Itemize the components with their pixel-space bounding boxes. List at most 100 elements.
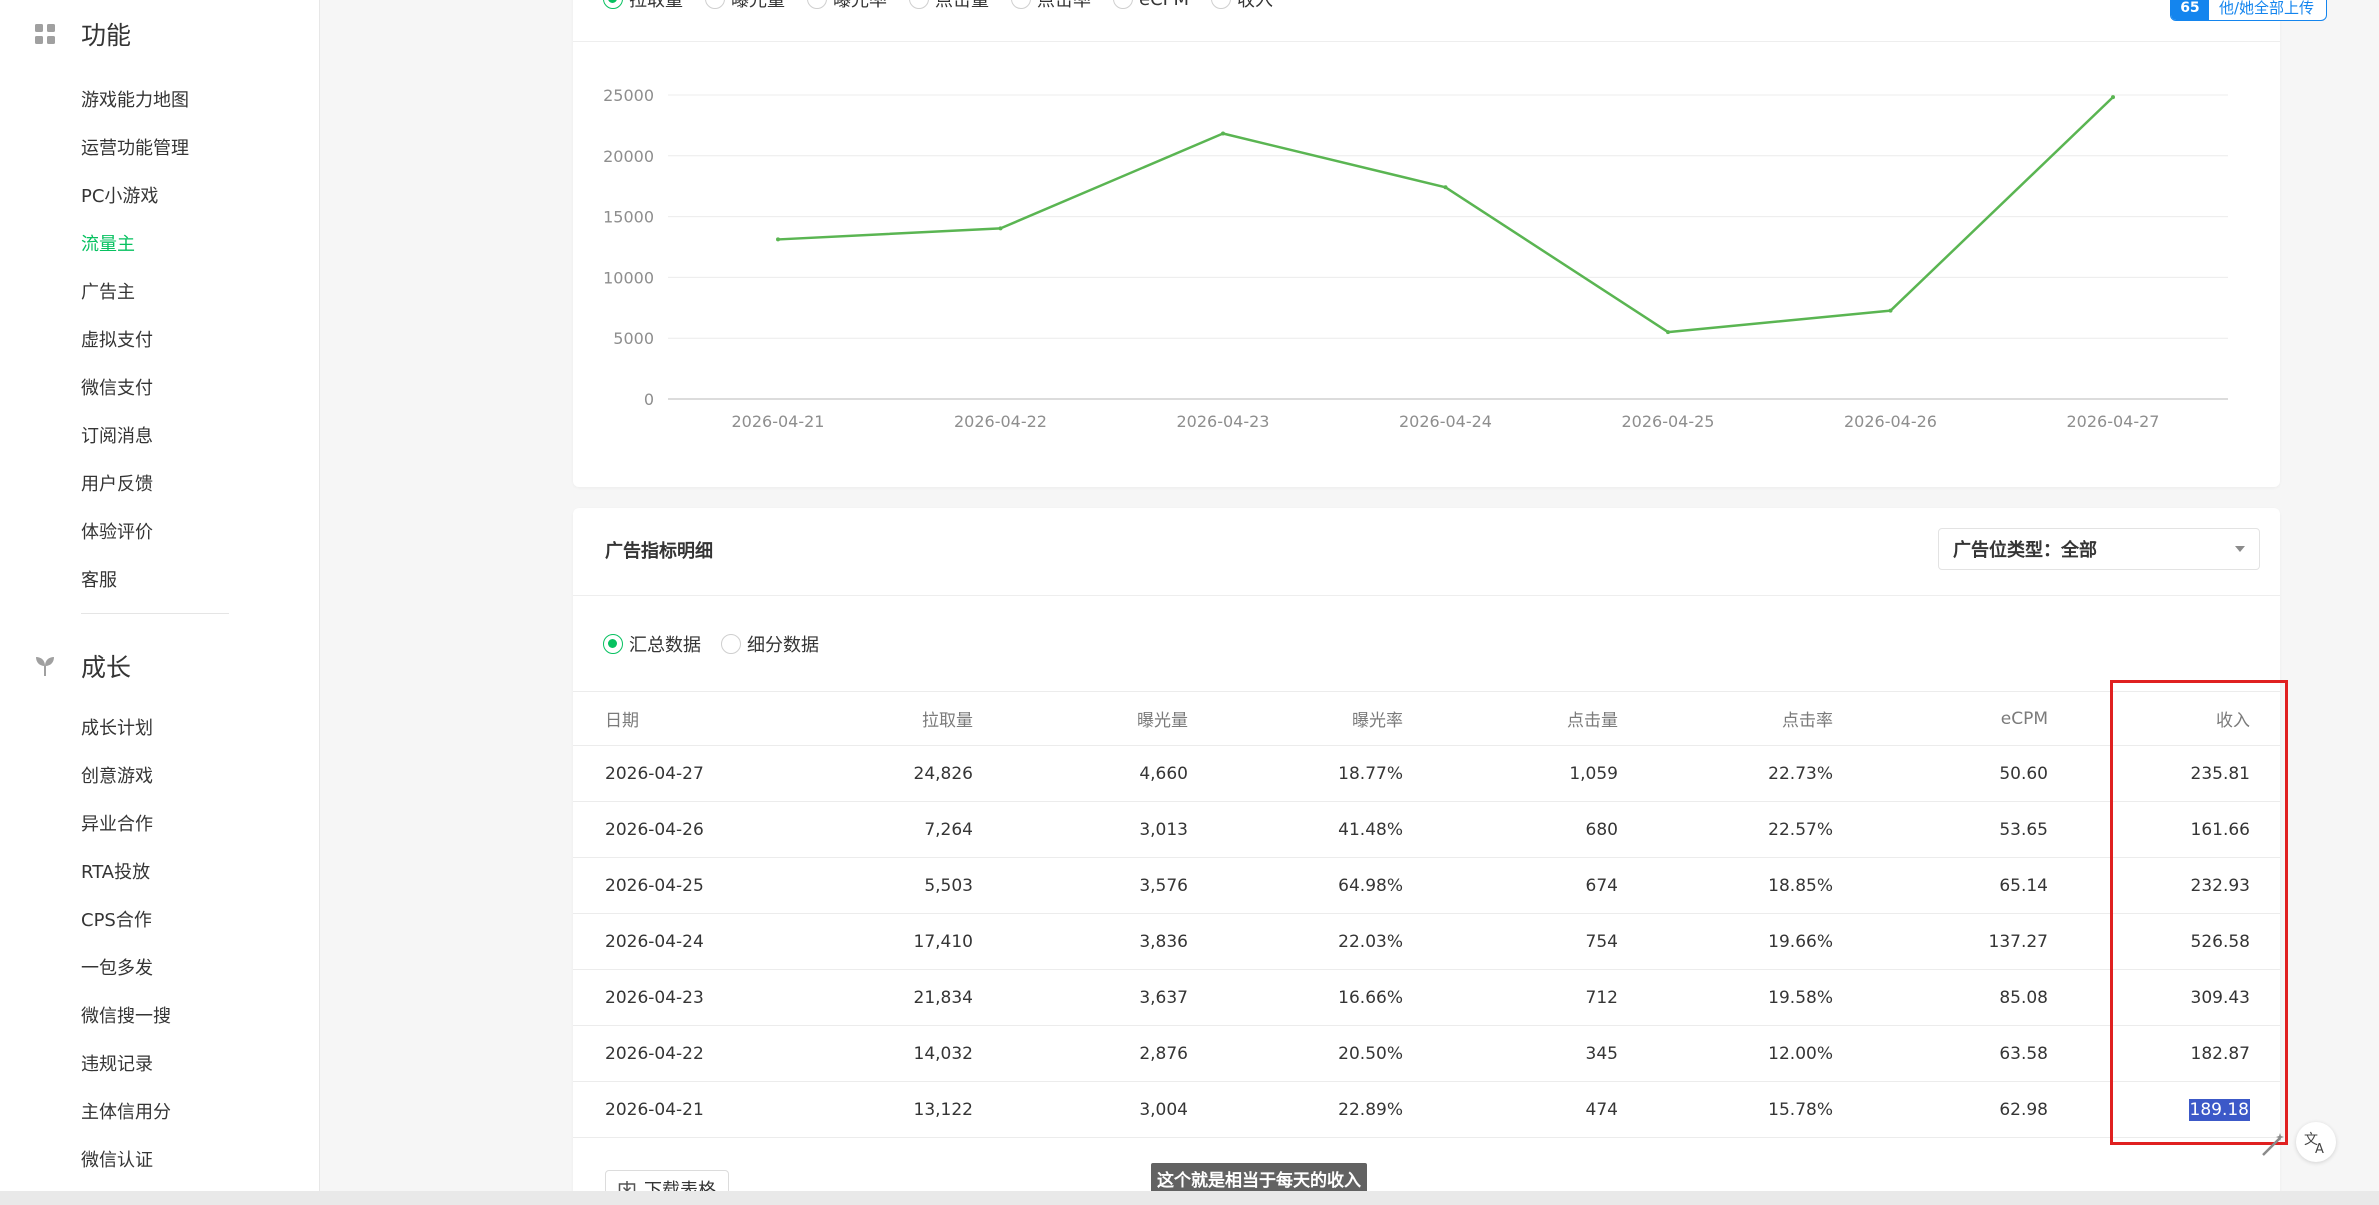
sidebar-item[interactable]: 微信支付 [81, 378, 153, 399]
sidebar-group-title: 成长 [81, 653, 132, 682]
table-cell: 3,637 [1003, 969, 1218, 1026]
sidebar-item[interactable]: 体验评价 [81, 522, 153, 543]
metric-radio-label: 曝光量 [731, 0, 785, 11]
table-cell: 22.89% [1218, 1081, 1433, 1138]
x-tick-label: 2026-04-25 [1622, 412, 1715, 431]
sidebar-item[interactable]: 运营功能管理 [81, 138, 189, 159]
table-cell: 137.27 [1863, 913, 2078, 970]
table-cell: 62.98 [1863, 1081, 2078, 1138]
table-body: 2026-04-27 24,826 4,660 18.77% 1,059 22.73% 50… [573, 745, 2280, 1138]
data-point[interactable] [1443, 185, 1448, 190]
ad-metrics-card: 广告指标明细 广告位类型：全部 汇总数据 细分数据 日期 拉取量 曝光量 曝光率 点击量点… [573, 508, 2280, 1205]
column-header: eCPM [1863, 691, 2078, 746]
sidebar-item[interactable]: 一包多发 [81, 958, 153, 979]
data-point[interactable] [1221, 131, 1225, 136]
sidebar-item[interactable]: 游戏能力地图 [81, 90, 189, 111]
table-cell: 7,264 [788, 801, 1003, 858]
upload-all-button[interactable]: 65 他/她全部上传 [2169, 0, 2327, 21]
data-point[interactable] [776, 237, 780, 242]
sidebar-item[interactable]: CPS合作 [81, 910, 152, 931]
table-cell: 12.00% [1648, 1025, 1863, 1082]
column-header: 拉取量 [788, 691, 1003, 746]
table-cell: 3,576 [1003, 857, 1218, 914]
sidebar-item[interactable]: 虚拟支付 [81, 330, 153, 351]
sidebar-item[interactable]: 微信搜一搜 [81, 1006, 171, 1027]
table-cell: 64.98% [1218, 857, 1433, 914]
y-tick-label: 5000 [613, 329, 654, 348]
table-cell: 63.58 [1863, 1025, 2078, 1082]
table-cell: 680 [1433, 801, 1648, 858]
table-cell: 22.73% [1648, 745, 1863, 802]
data-point[interactable] [2111, 95, 2115, 100]
table-row: 2026-04-26 7,264 3,013 41.48% 680 22.57% 53.65… [573, 801, 2280, 858]
caret-down-icon [2235, 546, 2245, 552]
view-radio-label: 细分数据 [747, 635, 819, 656]
table-cell: 19.66% [1648, 913, 1863, 970]
ad-slot-type-select[interactable]: 广告位类型：全部 [1938, 528, 2260, 570]
sidebar-group-features[interactable]: 功能 [33, 16, 131, 52]
count-badge: 65 [2170, 0, 2209, 20]
table-cell: 2026-04-25 [573, 857, 788, 914]
table-cell: 22.57% [1648, 801, 1863, 858]
sidebar-divider [81, 613, 229, 614]
sidebar-item[interactable]: 主体信用分 [81, 1102, 171, 1123]
sidebar-group-growth[interactable]: 成长 [33, 648, 131, 684]
sidebar-item[interactable]: 创意游戏 [81, 766, 153, 787]
metric-radio[interactable]: 收入 [1211, 0, 1273, 12]
column-header: 点击率 [1648, 691, 1863, 746]
sidebar-item[interactable]: 用户反馈 [81, 474, 153, 495]
table-cell: 85.08 [1863, 969, 2078, 1026]
metric-radio[interactable]: 曝光率 [807, 0, 887, 12]
sidebar-item[interactable]: 异业合作 [81, 814, 153, 835]
sidebar-item[interactable]: 流量主 [81, 234, 135, 255]
sidebar-item[interactable]: 广告主 [81, 282, 135, 303]
view-radio[interactable]: 细分数据 [721, 631, 819, 657]
x-tick-label: 2026-04-23 [1177, 412, 1270, 431]
magic-wand-icon[interactable] [2253, 1125, 2293, 1165]
metric-radio[interactable]: 点击量 [909, 0, 989, 12]
data-point[interactable] [1888, 308, 1893, 313]
x-tick-label: 2026-04-22 [954, 412, 1047, 431]
sidebar-item[interactable]: 微信认证 [81, 1150, 153, 1171]
sprout-icon [33, 654, 57, 678]
table-cell: 50.60 [1863, 745, 2078, 802]
table-cell: 13,122 [788, 1081, 1003, 1138]
card-title: 广告指标明细 [605, 541, 713, 562]
table-cell: 19.58% [1648, 969, 1863, 1026]
sidebar-group-title: 功能 [81, 21, 132, 50]
table-cell: 24,826 [788, 745, 1003, 802]
selected-text: 189.18 [2188, 1098, 2250, 1121]
grid-icon [33, 22, 57, 46]
sidebar-item[interactable]: PC小游戏 [81, 186, 159, 207]
sidebar-item[interactable]: RTA投放 [81, 862, 151, 883]
sidebar-item[interactable]: 成长计划 [81, 718, 153, 739]
data-point[interactable] [998, 226, 1003, 231]
column-header: 日期 [573, 691, 788, 746]
metric-radio[interactable]: eCPM [1113, 0, 1189, 12]
table-cell: 18.77% [1218, 745, 1433, 802]
sidebar-item[interactable]: 违规记录 [81, 1054, 153, 1075]
svg-text:文: 文 [2304, 1132, 2318, 1148]
metric-radio[interactable]: 点击率 [1011, 0, 1091, 12]
table-cell: 754 [1433, 913, 1648, 970]
table-row: 2026-04-24 17,410 3,836 22.03% 754 19.66% 137.… [573, 913, 2280, 970]
table-row: 2026-04-27 24,826 4,660 18.77% 1,059 22.73% 50… [573, 745, 2280, 802]
table-cell: 674 [1433, 857, 1648, 914]
data-point[interactable] [1666, 330, 1670, 335]
metric-radio[interactable]: 拉取量 [603, 0, 683, 12]
bottom-scrollbar[interactable] [0, 1191, 2379, 1205]
x-tick-label: 2026-04-27 [2067, 412, 2160, 431]
table-row: 2026-04-23 21,834 3,637 16.66% 712 19.58% 85.0… [573, 969, 2280, 1026]
metric-radio[interactable]: 曝光量 [705, 0, 785, 12]
radio-dot-icon [721, 634, 741, 654]
table-cell: 53.65 [1863, 801, 2078, 858]
sidebar-item[interactable]: 客服 [81, 570, 117, 591]
table-header-row: 日期 拉取量 曝光量 曝光率 点击量 点击率 eCPM 收入 [573, 691, 2280, 746]
column-header: 曝光率 [1218, 691, 1433, 746]
view-radio[interactable]: 汇总数据 [603, 631, 701, 657]
table-cell: 3,013 [1003, 801, 1218, 858]
sidebar-item[interactable]: 订阅消息 [81, 426, 153, 447]
view-radio-group: 汇总数据 细分数据 [603, 631, 819, 657]
table-cell: 14,032 [788, 1025, 1003, 1082]
